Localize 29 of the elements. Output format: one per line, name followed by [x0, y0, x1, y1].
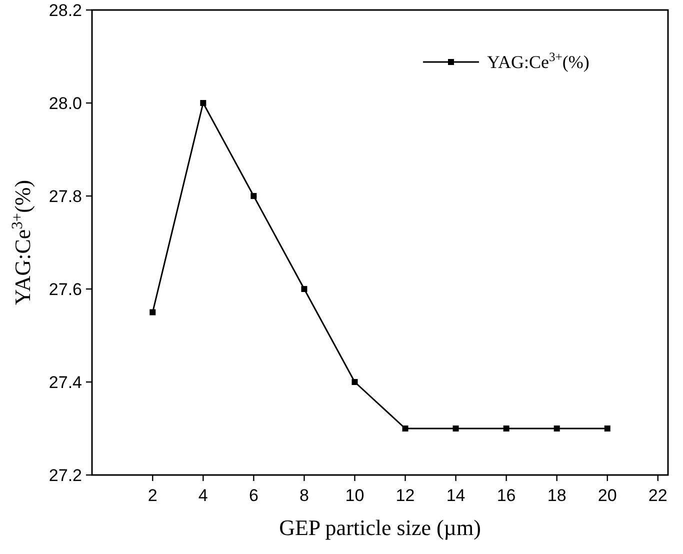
x-tick-label: 22: [648, 486, 668, 505]
x-tick-label: 6: [248, 486, 258, 505]
x-tick-label: 18: [547, 486, 566, 505]
x-tick-label: 4: [198, 486, 208, 505]
y-tick-label: 27.4: [48, 373, 82, 392]
y-tick-label: 27.8: [48, 187, 82, 206]
legend-label: YAG:Ce$^{3+}$(%): [487, 50, 590, 72]
point: [200, 100, 206, 106]
point: [250, 193, 257, 199]
x-tick-label: 20: [598, 486, 617, 505]
x-tick-label: 2: [148, 486, 158, 505]
y-tick-label: 27.2: [48, 466, 82, 485]
y-tick-label: 27.6: [48, 280, 82, 299]
point: [402, 426, 408, 432]
x-tick-label: 8: [299, 486, 309, 505]
x-tick-label: 10: [345, 486, 364, 505]
point: [452, 426, 459, 432]
point: [150, 309, 156, 316]
point: [301, 286, 308, 292]
point: [503, 426, 510, 432]
x-axis-title: GEP particle size (µm): [279, 515, 481, 540]
point: [554, 426, 560, 432]
x-tick-label: 14: [446, 486, 466, 505]
point: [604, 426, 610, 432]
x-tick-label: 12: [396, 486, 415, 505]
y-tick-label: 28.2: [48, 1, 82, 20]
x-tick-label: 16: [496, 486, 516, 505]
point: [352, 379, 358, 385]
y-tick-label: 28.0: [48, 94, 82, 113]
